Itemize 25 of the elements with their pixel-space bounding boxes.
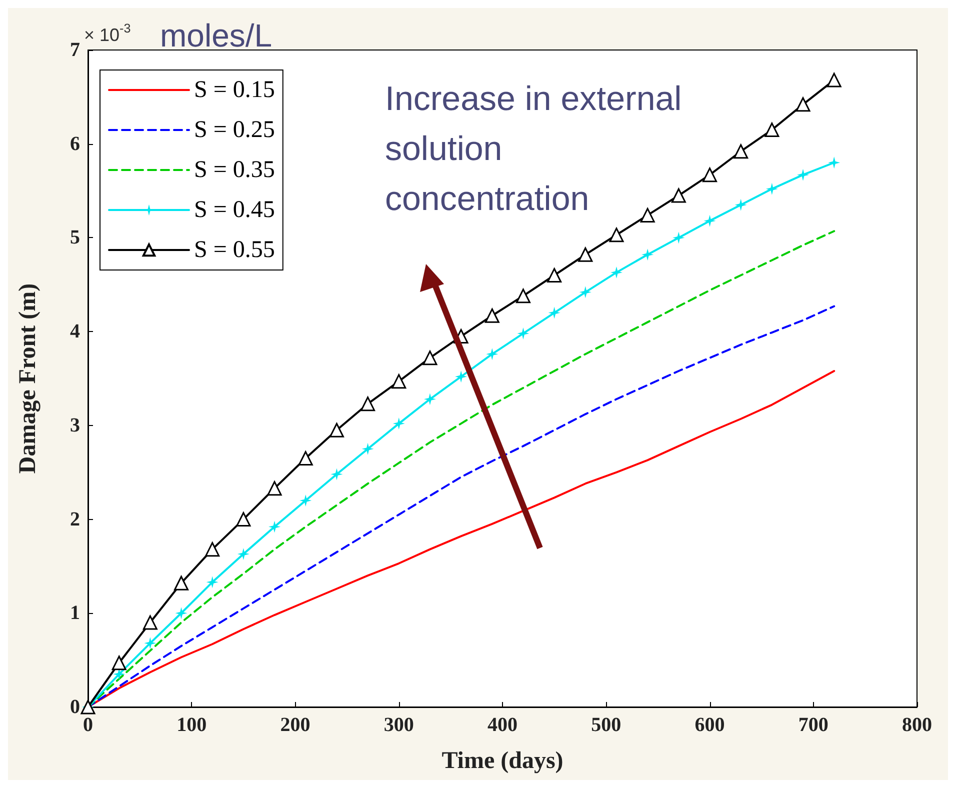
y-tick-label: 0 (70, 696, 80, 718)
legend-label: S = 0.25 (194, 117, 275, 143)
y-tick-label: 4 (70, 320, 80, 343)
legend-label: S = 0.45 (194, 197, 275, 223)
x-tick-label: 700 (798, 714, 828, 736)
y-tick-label: 3 (70, 414, 80, 436)
y-tick-label: 7 (70, 39, 80, 61)
x-tick-label: 200 (280, 714, 310, 736)
y-axis-title: Damage Front (m) (15, 283, 41, 474)
x-tick-label: 600 (694, 714, 725, 736)
y-tick-label: 5 (70, 226, 80, 249)
y-tick-label: 1 (70, 602, 80, 624)
x-tick-label: 500 (591, 714, 622, 736)
x-tick-label: 300 (384, 714, 414, 736)
x-axis-title: Time (days) (442, 748, 564, 774)
x-tick-label: 100 (176, 714, 207, 736)
annotation: Increase in external solution concentration (385, 80, 692, 218)
y-tick-label: 6 (70, 132, 80, 155)
legend-label: S = 0.55 (194, 237, 275, 263)
x-tick-label: 400 (488, 714, 518, 736)
legend-label: S = 0.15 (194, 77, 275, 103)
annotation: moles/L (160, 18, 272, 54)
legend-label: S = 0.35 (194, 157, 275, 183)
x-tick-label: 800 (902, 714, 932, 736)
y-tick-label: 2 (70, 508, 80, 530)
